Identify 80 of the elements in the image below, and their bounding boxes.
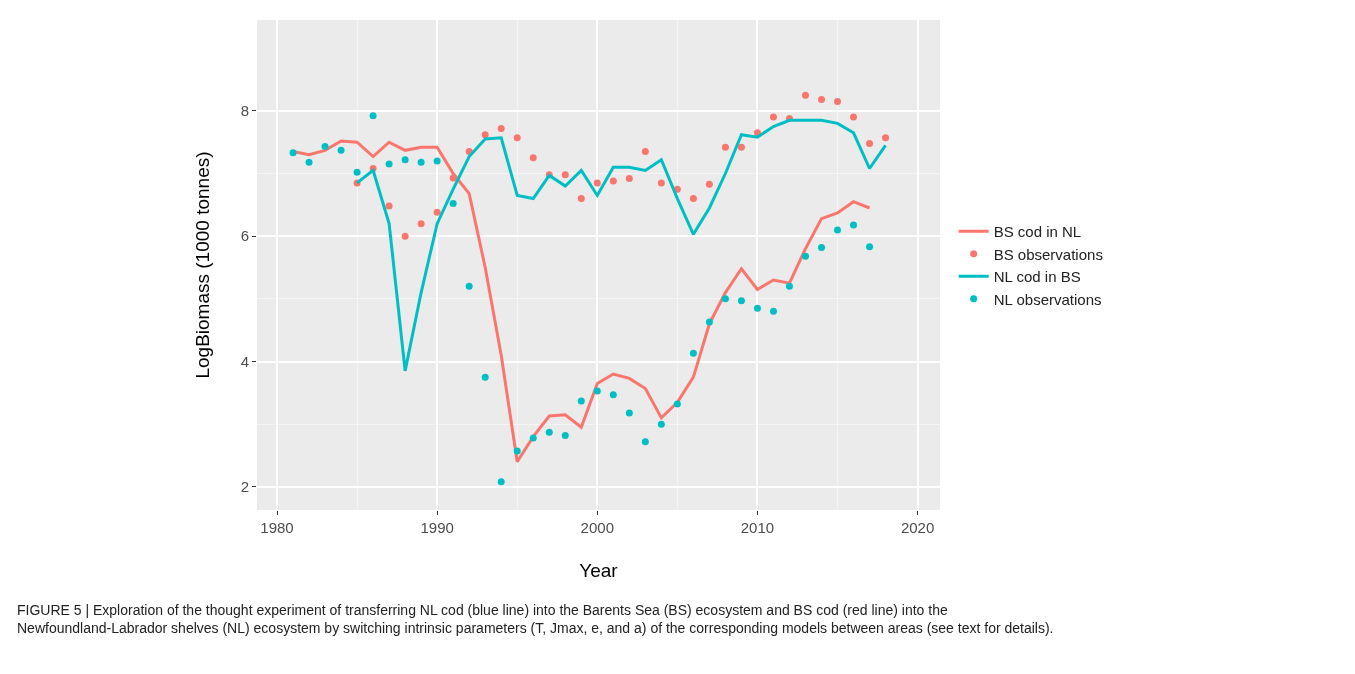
point (305, 158, 313, 166)
point (882, 134, 890, 142)
point (850, 221, 858, 229)
point (561, 431, 569, 439)
point (561, 171, 569, 179)
caption: FIGURE 5 | Exploration of the thought experiment of transferring NL cod (blue line) into the Barents Sea (BS) ecosystem and BS cod (red line) into the Newfoundland-Labrador shelves (NL) ecosystem by switching intrinsic parameters (T, Jmax, e, and a) of the corresponding models between areas (see text for details). (17, 602, 1054, 637)
point (577, 397, 585, 405)
point (609, 177, 617, 185)
point (866, 243, 874, 251)
point (834, 97, 842, 105)
point (481, 373, 489, 381)
point (513, 447, 521, 455)
point (721, 295, 729, 303)
point (609, 391, 617, 399)
point (705, 180, 713, 188)
y-tick-label: 4 (240, 352, 249, 370)
point (465, 282, 473, 290)
y-tick-label: 6 (240, 227, 249, 245)
legend-label: NL observations (993, 290, 1102, 308)
point (497, 124, 505, 132)
point (737, 143, 745, 151)
point (834, 226, 842, 234)
point (689, 195, 697, 203)
point (497, 478, 505, 486)
point (753, 304, 761, 312)
point (385, 160, 393, 168)
point (705, 318, 713, 326)
point (769, 307, 777, 315)
point (769, 113, 777, 121)
point (657, 420, 665, 428)
point (449, 174, 457, 182)
point (721, 143, 729, 151)
point (625, 409, 633, 417)
x-tick-label: 1990 (420, 519, 454, 536)
point (417, 158, 425, 166)
point (818, 96, 825, 104)
legend-label: BS cod in NL (993, 223, 1082, 241)
point (737, 297, 745, 305)
point (593, 179, 601, 187)
point (481, 131, 489, 139)
legend-label: BS observations (993, 245, 1103, 263)
legend-label: NL cod in BS (993, 268, 1081, 286)
point (433, 157, 441, 165)
point (289, 149, 297, 157)
y-tick-label: 8 (240, 102, 249, 120)
point (401, 156, 409, 164)
point (369, 112, 377, 120)
point (353, 168, 361, 176)
y-tick-label: 2 (240, 478, 249, 496)
x-axis-title: Year (579, 560, 619, 581)
point (593, 387, 601, 395)
point (401, 232, 409, 240)
point (641, 148, 649, 156)
point (657, 179, 665, 187)
point (529, 154, 537, 162)
point (417, 220, 425, 228)
x-tick-label: 2020 (900, 519, 935, 536)
point (850, 113, 858, 121)
point (337, 146, 345, 154)
point (577, 195, 585, 203)
x-tick-label: 1980 (260, 519, 294, 536)
point (801, 91, 809, 99)
point (513, 134, 521, 142)
point (673, 400, 681, 408)
point (866, 139, 874, 147)
y-axis-title: LogBiomass (1000 tonnes) (192, 151, 213, 379)
point (801, 252, 809, 260)
point (321, 143, 329, 151)
x-tick-label: 2010 (740, 519, 775, 536)
point (545, 428, 553, 436)
point (785, 282, 793, 290)
x-tick-label: 2000 (580, 519, 614, 536)
point (433, 208, 441, 216)
point (689, 349, 697, 357)
point (385, 202, 393, 210)
point (529, 434, 537, 442)
point (641, 438, 649, 446)
point (818, 243, 825, 251)
point (449, 200, 457, 208)
point (625, 175, 633, 183)
